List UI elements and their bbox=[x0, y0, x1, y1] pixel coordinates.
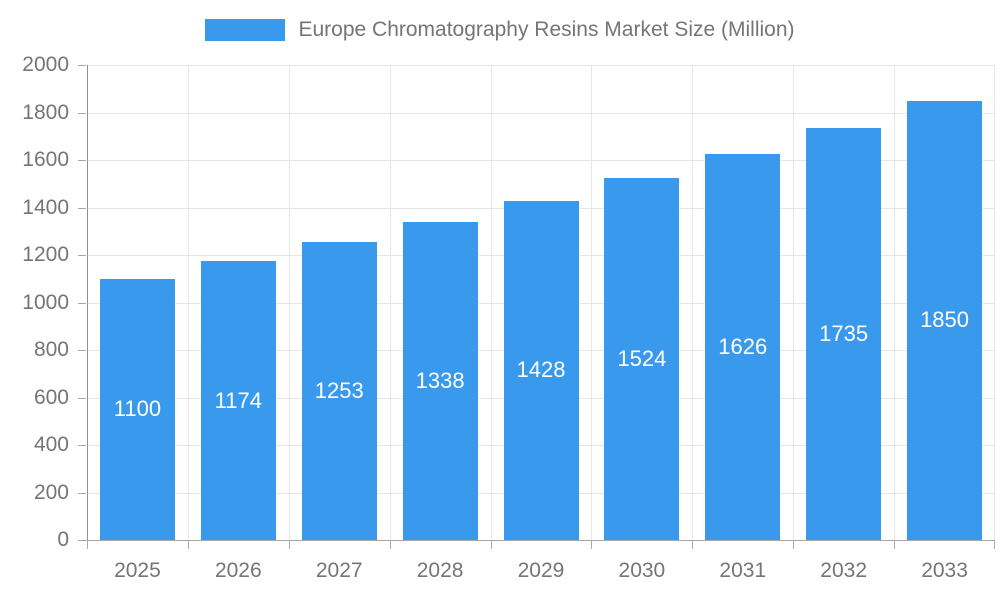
y-axis-label: 1200 bbox=[22, 243, 69, 266]
x-axis-tick bbox=[994, 540, 995, 549]
x-axis-label: 2026 bbox=[214, 559, 262, 582]
x-gridline bbox=[994, 65, 995, 540]
bar-value-label: 1100 bbox=[113, 396, 162, 422]
y-axis-label: 1000 bbox=[22, 290, 69, 314]
x-axis-label: 2025 bbox=[114, 559, 161, 582]
x-gridline bbox=[389, 65, 391, 540]
x-axis-tick bbox=[894, 540, 896, 549]
x-axis-tick bbox=[187, 540, 189, 549]
x-axis-label: 2033 bbox=[921, 559, 968, 582]
y-gridline bbox=[87, 112, 995, 114]
y-axis-tick bbox=[78, 112, 86, 114]
x-gridline bbox=[793, 65, 795, 540]
x-axis-label: 2029 bbox=[517, 559, 565, 582]
x-axis-tick bbox=[87, 540, 88, 549]
y-axis-tick bbox=[78, 160, 86, 161]
plot-area: 0 200 400 600 800 1000 1200 1400 1600 1800 2000 110… bbox=[22, 53, 995, 582]
bar-value-label: 1428 bbox=[516, 357, 566, 383]
y-axis-label: 2000 bbox=[22, 53, 69, 76]
bar-value-label: 1735 bbox=[819, 320, 869, 346]
y-axis-label: 1400 bbox=[22, 195, 69, 219]
x-axis-tick bbox=[591, 540, 593, 549]
bar-2025: 1100 bbox=[99, 278, 175, 540]
bar-value-label: 1524 bbox=[617, 346, 667, 372]
x-gridline bbox=[187, 65, 189, 540]
y-axis-label: 600 bbox=[33, 385, 69, 409]
x-axis-label: 2030 bbox=[618, 559, 666, 582]
bar-2028: 1338 bbox=[402, 222, 478, 540]
y-axis-label: 1800 bbox=[22, 100, 69, 124]
y-axis-label: 0 bbox=[57, 528, 69, 551]
y-axis-tick bbox=[78, 255, 86, 256]
x-axis-tick bbox=[288, 540, 290, 549]
x-gridline bbox=[591, 65, 593, 540]
y-axis-label: 200 bbox=[33, 480, 69, 504]
y-gridline bbox=[87, 65, 995, 66]
legend-label: Europe Chromatography Resins Market Size… bbox=[298, 18, 795, 41]
bar-value-label: 1253 bbox=[314, 378, 364, 404]
y-axis-label: 800 bbox=[33, 338, 69, 361]
x-axis-tick bbox=[389, 540, 391, 549]
bar-2031: 1626 bbox=[705, 153, 781, 540]
bar-value-label: 1626 bbox=[718, 333, 768, 359]
bar-value-label: 1338 bbox=[415, 368, 465, 394]
legend[interactable]: Europe Chromatography Resins Market Size… bbox=[0, 18, 1000, 42]
x-axis-label: 2031 bbox=[719, 559, 767, 582]
bar-value-label: 1850 bbox=[920, 307, 970, 333]
y-axis-line bbox=[87, 65, 88, 540]
bar-2030: 1524 bbox=[604, 178, 680, 540]
bar-2029: 1428 bbox=[503, 200, 579, 540]
bar-2033: 1850 bbox=[907, 100, 983, 540]
y-axis-tick bbox=[78, 207, 86, 209]
y-axis-label: 400 bbox=[33, 433, 69, 456]
x-gridline bbox=[288, 65, 290, 540]
y-axis-tick bbox=[78, 350, 86, 351]
x-gridline bbox=[490, 65, 492, 540]
x-axis-label: 2027 bbox=[315, 559, 363, 582]
bar-2026: 1174 bbox=[200, 261, 276, 540]
y-axis-tick bbox=[78, 445, 86, 446]
bar-2032: 1735 bbox=[806, 127, 882, 540]
bar-value-label: 1174 bbox=[214, 387, 262, 413]
y-axis-tick bbox=[78, 65, 86, 66]
y-axis-tick bbox=[78, 302, 86, 304]
x-gridline bbox=[692, 65, 694, 540]
x-axis-label: 2032 bbox=[820, 559, 868, 582]
y-axis-label: 1600 bbox=[22, 148, 69, 171]
x-axis-tick bbox=[793, 540, 795, 549]
x-axis-tick bbox=[490, 540, 492, 549]
y-axis-tick bbox=[78, 397, 86, 399]
y-axis-tick bbox=[78, 492, 86, 494]
x-axis-line bbox=[78, 540, 995, 541]
x-gridline bbox=[894, 65, 896, 540]
y-gridline bbox=[87, 160, 995, 161]
x-axis-label: 2028 bbox=[416, 559, 464, 582]
bar-2027: 1253 bbox=[301, 242, 377, 540]
legend-swatch bbox=[205, 19, 286, 41]
x-axis-tick bbox=[692, 540, 694, 549]
